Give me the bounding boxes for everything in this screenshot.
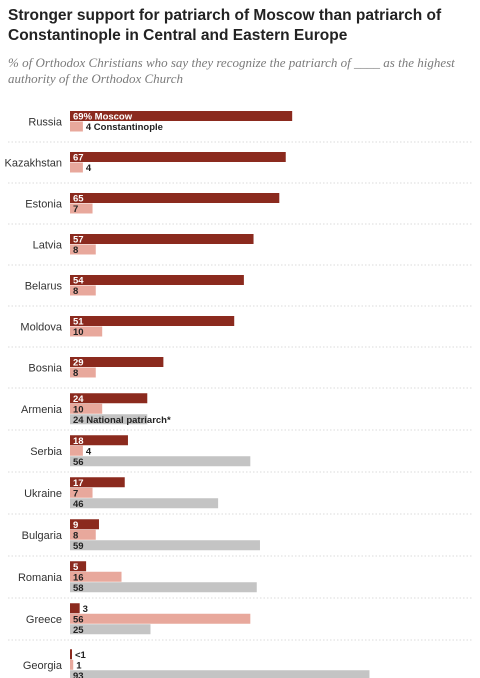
bar-moscow-ukraine <box>70 477 125 488</box>
value-label-moscow-romania: 5 <box>73 562 79 573</box>
value-label-national-patriarch-armenia: 24 National patriarch* <box>73 415 171 426</box>
bar-national-patriarch-bulgaria <box>70 540 260 551</box>
category-label-georgia: Georgia <box>23 660 63 672</box>
bar-constantinople-ukraine <box>70 487 93 498</box>
value-label-constantinople-armenia: 10 <box>73 404 84 415</box>
bar-constantinople-romania <box>70 571 122 582</box>
bar-moscow-moldova <box>70 316 235 326</box>
value-label-moscow-armenia: 24 <box>73 394 84 405</box>
bar-constantinople-serbia <box>70 445 83 456</box>
value-label-moscow-georgia: <1 <box>75 650 87 661</box>
value-label-constantinople-romania: 16 <box>73 572 84 583</box>
bar-national-patriarch-serbia <box>70 456 251 467</box>
category-label-romania: Romania <box>18 572 63 584</box>
bar-moscow-armenia <box>70 393 148 404</box>
value-label-constantinople-belarus: 8 <box>73 286 78 297</box>
value-label-constantinople-georgia: 1 <box>76 660 82 671</box>
bar-national-patriarch-georgia <box>70 670 370 678</box>
value-label-constantinople-bosnia: 8 <box>73 368 78 379</box>
bar-moscow-bulgaria <box>70 519 99 530</box>
bar-moscow-latvia <box>70 234 254 244</box>
bar-constantinople-greece <box>70 613 251 624</box>
bar-national-patriarch-greece <box>70 624 151 635</box>
bar-constantinople-bulgaria <box>70 529 96 540</box>
bar-constantinople-kazakhstan <box>70 162 83 173</box>
bar-constantinople-russia <box>70 121 83 132</box>
bar-constantinople-georgia <box>70 659 74 670</box>
value-label-moscow-kazakhstan: 67 <box>73 153 84 164</box>
value-label-constantinople-latvia: 8 <box>73 245 78 256</box>
bar-constantinople-latvia <box>70 244 96 255</box>
value-label-moscow-serbia: 18 <box>73 436 84 447</box>
category-label-ukraine: Ukraine <box>24 488 62 500</box>
category-label-latvia: Latvia <box>33 240 63 252</box>
chart-subtitle: % of Orthodox Christians who say they re… <box>8 55 455 86</box>
value-label-moscow-estonia: 65 <box>73 194 84 205</box>
value-label-national-patriarch-georgia: 93 <box>73 671 84 678</box>
category-label-moldova: Moldova <box>20 322 62 334</box>
bar-moscow-romania <box>70 561 87 572</box>
bar-moscow-estonia <box>70 193 280 203</box>
value-label-moscow-latvia: 57 <box>73 235 84 246</box>
value-label-national-patriarch-serbia: 56 <box>73 457 84 468</box>
value-label-constantinople-russia: 4 Constantinople <box>86 122 163 133</box>
bar-moscow-russia <box>70 111 293 121</box>
bar-national-patriarch-romania <box>70 582 257 593</box>
bar-moscow-greece <box>70 603 80 614</box>
category-label-belarus: Belarus <box>25 281 63 293</box>
value-label-moscow-ukraine: 17 <box>73 478 84 489</box>
category-label-estonia: Estonia <box>25 199 63 211</box>
category-label-bulgaria: Bulgaria <box>22 530 63 542</box>
value-label-national-patriarch-ukraine: 46 <box>73 499 84 510</box>
bar-moscow-kazakhstan <box>70 152 286 162</box>
bar-moscow-serbia <box>70 435 128 446</box>
value-label-constantinople-greece: 56 <box>73 614 84 625</box>
bar-constantinople-moldova <box>70 326 103 337</box>
value-label-constantinople-bulgaria: 8 <box>73 530 78 541</box>
bar-constantinople-armenia <box>70 403 103 414</box>
category-label-bosnia: Bosnia <box>28 363 63 375</box>
bar-national-patriarch-ukraine <box>70 498 219 509</box>
value-label-national-patriarch-bulgaria: 59 <box>73 541 84 552</box>
bar-moscow-belarus <box>70 275 244 285</box>
category-label-armenia: Armenia <box>21 404 63 416</box>
category-label-serbia: Serbia <box>30 446 63 458</box>
value-label-moscow-greece: 3 <box>83 604 88 615</box>
bar-constantinople-estonia <box>70 203 93 214</box>
value-label-moscow-belarus: 54 <box>73 276 84 287</box>
value-label-moscow-moldova: 51 <box>73 317 84 328</box>
bar-moscow-georgia <box>70 649 72 660</box>
bar-national-patriarch-armenia <box>70 414 148 425</box>
bar-moscow-bosnia <box>70 357 164 367</box>
value-label-constantinople-kazakhstan: 4 <box>86 163 92 174</box>
value-label-moscow-russia: 69% Moscow <box>73 112 133 123</box>
bar-constantinople-bosnia <box>70 367 96 378</box>
value-label-constantinople-ukraine: 7 <box>73 488 78 499</box>
category-label-greece: Greece <box>26 614 62 626</box>
value-label-constantinople-moldova: 10 <box>73 327 84 338</box>
bar-constantinople-belarus <box>70 285 96 296</box>
value-label-constantinople-serbia: 4 <box>86 446 92 457</box>
value-label-moscow-bosnia: 29 <box>73 358 84 369</box>
value-label-moscow-bulgaria: 9 <box>73 520 78 531</box>
value-label-national-patriarch-romania: 58 <box>73 583 84 594</box>
category-label-kazakhstan: Kazakhstan <box>5 158 62 170</box>
chart-title: Stronger support for patriarch of Moscow… <box>8 7 442 44</box>
value-label-national-patriarch-greece: 25 <box>73 625 84 636</box>
category-label-russia: Russia <box>28 117 63 129</box>
value-label-constantinople-estonia: 7 <box>73 204 78 215</box>
